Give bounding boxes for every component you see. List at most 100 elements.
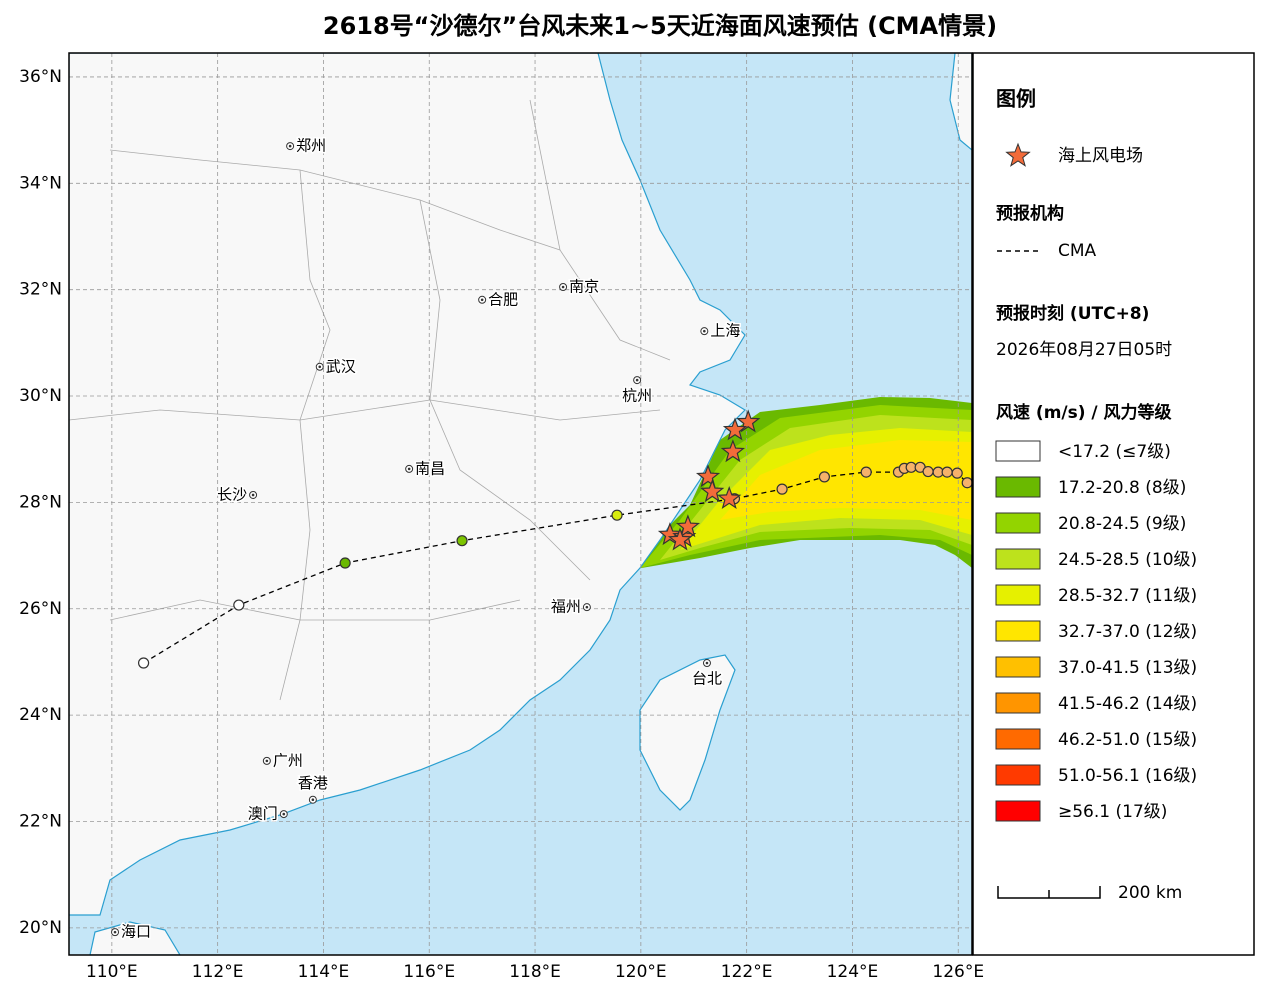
- wind-farm: [675, 514, 701, 538]
- x-tick-label: 118°E: [509, 962, 561, 982]
- track-point: [961, 477, 972, 489]
- y-tick-label: 24°N: [19, 705, 62, 725]
- legend-label: 32.7-37.0 (12级): [1058, 622, 1197, 642]
- legend-heading: 风速 (m/s) / 风力等级: [996, 402, 1172, 423]
- city-dot: [288, 144, 292, 148]
- city-dot: [635, 378, 639, 382]
- track-point: [951, 467, 963, 479]
- x-tick-label: 112°E: [192, 962, 244, 982]
- city-label: 广州: [273, 751, 303, 769]
- city-dot: [703, 329, 706, 333]
- legend-label: 46.2-51.0 (15级): [1058, 730, 1197, 750]
- y-tick-label: 22°N: [19, 812, 62, 832]
- legend-heading: 预报时刻 (UTC+8): [996, 303, 1149, 324]
- y-tick-label: 30°N: [19, 386, 62, 406]
- city-dot: [251, 493, 255, 497]
- y-tick-label: 26°N: [19, 599, 62, 619]
- city-dot: [265, 759, 269, 763]
- legend-swatch: [995, 548, 1041, 570]
- city-label: 杭州: [622, 387, 652, 405]
- scale-label: 200 km: [1118, 883, 1182, 903]
- wind-farm: [736, 409, 761, 433]
- legend-label: 海上风电场: [1058, 146, 1143, 166]
- y-tick-label: 20°N: [19, 918, 62, 938]
- y-tick-label: 36°N: [19, 67, 62, 87]
- city-label: 香港: [298, 774, 328, 792]
- legend-swatch: [995, 764, 1041, 786]
- province-borders: [69, 99, 671, 701]
- legend-star: [1005, 142, 1031, 167]
- map-frame: [68, 52, 973, 956]
- wind-farm: [657, 522, 683, 546]
- track-point: [611, 509, 623, 521]
- legend-swatch: [995, 800, 1041, 822]
- legend-label: 51.0-56.1 (16级): [1058, 766, 1197, 786]
- legend-label: 37.0-41.5 (13级): [1058, 658, 1197, 678]
- city-dot: [407, 467, 411, 471]
- y-tick-label: 34°N: [19, 173, 62, 193]
- city-dot: [561, 285, 565, 289]
- city-dot: [113, 930, 117, 934]
- city-label: 海口: [121, 923, 151, 941]
- track-point: [233, 599, 245, 611]
- legend-label: 41.5-46.2 (14级): [1058, 694, 1197, 714]
- wind-farm: [717, 485, 742, 509]
- x-tick-label: 116°E: [403, 962, 455, 982]
- legend-label: 20.8-24.5 (9级): [1058, 514, 1186, 534]
- legend-swatch: [995, 656, 1041, 678]
- city-label: 郑州: [296, 137, 326, 155]
- wind-farm: [695, 464, 721, 488]
- x-tick-label: 126°E: [932, 962, 984, 982]
- track-point: [941, 466, 953, 478]
- city-dot: [311, 798, 315, 802]
- x-tick-label: 122°E: [721, 962, 773, 982]
- wind-farm: [720, 439, 746, 463]
- legend-label: 28.5-32.7 (11级): [1058, 586, 1197, 606]
- legend-text: 2026年08月27日05时: [996, 340, 1172, 360]
- x-tick-label: 124°E: [827, 962, 879, 982]
- city-dot: [480, 298, 484, 302]
- city-label: 南昌: [415, 459, 445, 477]
- legend-label: 17.2-20.8 (8级): [1058, 478, 1186, 498]
- legend-swatch: [995, 440, 1041, 462]
- city-label: 合肥: [488, 290, 518, 308]
- city-label: 澳门: [248, 805, 278, 823]
- legend-label: 24.5-28.5 (10级): [1058, 550, 1197, 570]
- legend-swatch: [995, 692, 1041, 714]
- city-label: 南京: [569, 278, 599, 296]
- legend-swatch: [995, 728, 1041, 750]
- city-dot: [282, 812, 286, 816]
- legend-label: <17.2 (≤7级): [1058, 442, 1171, 462]
- track-point: [456, 535, 468, 547]
- city-dot: [318, 365, 322, 369]
- legend-swatch: [995, 512, 1041, 534]
- legend-label: CMA: [1058, 241, 1097, 261]
- city-label: 长沙: [217, 485, 247, 503]
- city-label: 武汉: [326, 357, 356, 375]
- x-tick-label: 110°E: [86, 962, 138, 982]
- y-tick-label: 32°N: [19, 280, 62, 300]
- track-point: [137, 657, 150, 669]
- y-tick-label: 28°N: [19, 492, 62, 512]
- wind-farm: [667, 527, 693, 551]
- city-label: 福州: [551, 598, 581, 616]
- track-point: [922, 465, 934, 478]
- grid: [69, 53, 972, 955]
- track-point: [818, 471, 831, 483]
- wind-levels: <17.2 (≤7级) 17.2-20.8 (8级) 20.8-24.5 (9级) 2…: [995, 440, 1197, 822]
- x-tick-label: 114°E: [298, 962, 350, 982]
- wind-farm: [722, 417, 748, 441]
- track-point: [860, 466, 872, 478]
- legend: 图例 海上风电场 预报机构 CMA 预报时刻 (UTC+8) 2026年08月2…: [995, 87, 1197, 903]
- legend-swatch: [995, 476, 1041, 498]
- track-point: [339, 557, 351, 569]
- legend-heading: 预报机构: [996, 203, 1064, 224]
- legend-title: 图例: [996, 87, 1036, 111]
- city-dot: [585, 605, 589, 609]
- legend-swatch: [995, 620, 1041, 642]
- title: 2618号“沙德尔”台风未来1~5天近海面风速预估 (CMA情景): [323, 12, 997, 40]
- scale-bar: [997, 886, 1101, 899]
